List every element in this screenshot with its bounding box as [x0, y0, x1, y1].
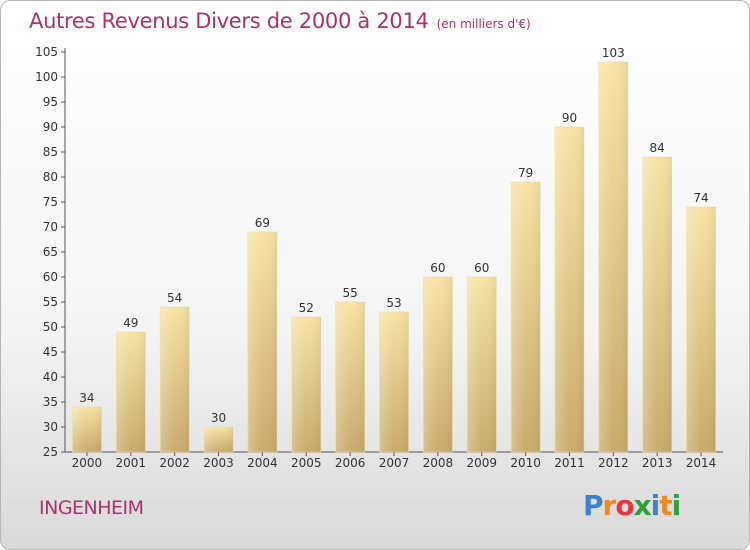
bar-highlight — [467, 277, 497, 452]
chart-title: Autres Revenus Divers de 2000 à 2014 (en … — [29, 9, 531, 33]
x-tick-label: 2006 — [335, 456, 366, 470]
x-tick-label: 2002 — [159, 456, 190, 470]
bar-highlight — [511, 182, 541, 452]
bar-highlight — [379, 312, 409, 452]
x-tick-label: 2010 — [510, 456, 541, 470]
y-tick-label: 90 — [43, 120, 58, 134]
chart-title-text: Autres Revenus Divers de 2000 à 2014 — [29, 9, 429, 33]
y-tick-label: 75 — [43, 195, 58, 209]
x-tick-label: 2011 — [554, 456, 585, 470]
bar-highlight — [642, 157, 672, 452]
y-tick-label: 65 — [43, 245, 58, 259]
data-label: 60 — [474, 261, 489, 275]
bar-highlight — [423, 277, 453, 452]
data-label: 90 — [562, 111, 577, 125]
data-label: 103 — [602, 46, 625, 60]
logo-letter: t — [659, 489, 672, 522]
x-tick-label: 2004 — [247, 456, 278, 470]
data-label: 54 — [167, 291, 182, 305]
logo-letter: i — [650, 489, 661, 522]
data-label: 34 — [79, 391, 94, 405]
data-label: 53 — [386, 296, 401, 310]
data-label: 84 — [650, 141, 665, 155]
data-label: 55 — [342, 286, 357, 300]
data-label: 52 — [299, 301, 314, 315]
y-tick-label: 95 — [43, 95, 58, 109]
logo-letter: i — [671, 489, 682, 522]
data-label: 60 — [430, 261, 445, 275]
bar-highlight — [598, 62, 628, 452]
y-tick-label: 80 — [43, 170, 58, 184]
bar-highlight — [554, 127, 584, 452]
bar-highlight — [247, 232, 277, 452]
logo-letter: o — [615, 489, 634, 522]
data-label: 49 — [123, 316, 138, 330]
logo-letter: r — [602, 489, 617, 522]
x-tick-label: 2000 — [72, 456, 103, 470]
logo-letter: x — [633, 489, 652, 522]
bar-highlight — [291, 317, 321, 452]
x-tick-label: 2003 — [203, 456, 234, 470]
y-tick-label: 60 — [43, 270, 58, 284]
bar-highlight — [116, 332, 146, 452]
data-label: 69 — [255, 216, 270, 230]
y-tick-label: 55 — [43, 295, 58, 309]
place-name: INGENHEIM — [39, 497, 144, 519]
x-tick-label: 2014 — [686, 456, 717, 470]
x-axis: 2000 2001 2002 2003 2004 2005 2006 2007 2008 2009… — [65, 451, 723, 470]
x-tick-label: 2001 — [116, 456, 147, 470]
bar-highlight — [686, 207, 716, 452]
x-tick-label: 2005 — [291, 456, 322, 470]
y-tick-label: 30 — [43, 420, 58, 434]
y-tick-label: 50 — [43, 320, 58, 334]
bar-highlight — [335, 302, 365, 452]
x-tick-label: 2013 — [642, 456, 673, 470]
bar-highlight — [204, 427, 234, 452]
logo-letter: P — [583, 489, 604, 522]
bars — [72, 61, 716, 453]
y-tick-label: 40 — [43, 370, 58, 384]
y-tick-label: 100 — [35, 70, 58, 84]
x-tick-label: 2009 — [466, 456, 497, 470]
data-label: 79 — [518, 166, 533, 180]
y-tick-label: 85 — [43, 145, 58, 159]
y-tick-label: 25 — [43, 445, 58, 459]
x-tick-label: 2007 — [379, 456, 410, 470]
x-tick-label: 2008 — [423, 456, 454, 470]
data-label: 74 — [693, 191, 708, 205]
y-tick-label: 70 — [43, 220, 58, 234]
y-tick-label: 105 — [35, 45, 58, 59]
bar-highlight — [160, 307, 190, 452]
x-tick-label: 2012 — [598, 456, 629, 470]
bar-highlight — [72, 407, 102, 452]
data-labels: 34 49 54 30 69 52 55 53 60 60 79 90 103 84 74 — [79, 46, 708, 425]
data-label: 30 — [211, 411, 226, 425]
chart-subtitle: (en milliers d'€) — [436, 17, 531, 31]
y-axis: 25 30 35 40 45 50 55 60 65 70 75 80 85 90 95 100 105 — [35, 45, 66, 459]
proxiti-logo: Proxiti — [583, 489, 682, 522]
y-tick-label: 45 — [43, 345, 58, 359]
y-tick-label: 35 — [43, 395, 58, 409]
